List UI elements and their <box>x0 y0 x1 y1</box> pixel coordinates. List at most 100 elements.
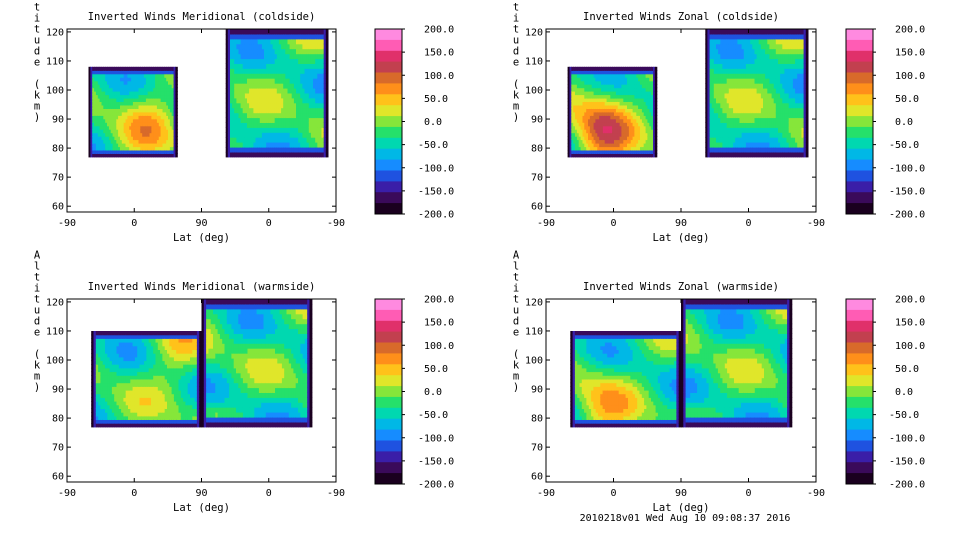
heatmap-cell <box>799 68 802 74</box>
heatmap-cell <box>599 87 602 92</box>
heatmap-cell <box>149 129 152 134</box>
heatmap-cell <box>741 43 745 50</box>
heatmap-cell <box>743 112 747 119</box>
heatmap-cell <box>313 127 316 133</box>
heatmap-cell <box>593 66 597 71</box>
heatmap-cell <box>604 118 608 123</box>
heatmap-cell <box>144 111 147 116</box>
heatmap-cell <box>95 125 99 130</box>
heatmap-cell <box>739 29 743 35</box>
heatmap-cell <box>591 132 595 137</box>
heatmap-cell <box>168 87 171 92</box>
heatmap-cell <box>641 129 645 134</box>
heatmap-cell <box>582 132 585 137</box>
heatmap-cell <box>116 108 119 113</box>
heatmap-cell <box>153 111 156 116</box>
heatmap-cell <box>614 101 617 106</box>
heatmap-cell <box>114 153 117 158</box>
heatmap-cell <box>171 70 175 75</box>
heatmap-cell <box>591 118 595 123</box>
heatmap-cell <box>621 73 624 78</box>
heatmap-cell <box>144 108 147 113</box>
heatmap-cell <box>760 73 764 79</box>
heatmap-cell <box>287 112 291 119</box>
heatmap-cell <box>173 125 176 130</box>
heatmap-cell <box>134 129 138 134</box>
heatmap-cell <box>711 102 715 109</box>
heatmap-cell <box>716 147 719 153</box>
heatmap-cell <box>315 147 318 153</box>
heatmap-cell <box>268 29 271 35</box>
heatmap-cell <box>144 115 147 120</box>
heatmap-cell <box>610 73 613 78</box>
heatmap-cell <box>168 153 171 158</box>
heatmap-cell <box>315 142 318 148</box>
heatmap-cell <box>171 84 175 89</box>
heatmap-cell <box>321 63 325 69</box>
heatmap-cell <box>726 97 730 104</box>
heatmap-cell <box>253 63 257 69</box>
heatmap-cell <box>788 68 792 74</box>
heatmap-cell <box>750 73 753 79</box>
heatmap-cell <box>145 143 149 148</box>
heatmap-cell <box>264 147 267 153</box>
heatmap-cell <box>645 146 649 151</box>
heatmap-cell <box>240 63 244 69</box>
heatmap-cell <box>578 115 582 120</box>
heatmap-cell <box>638 87 641 92</box>
heatmap-cell <box>640 101 643 106</box>
heatmap-cell <box>795 132 798 138</box>
heatmap-cell <box>610 97 613 102</box>
heatmap-cell <box>614 153 617 158</box>
heatmap-cell <box>786 43 790 50</box>
heatmap-cell <box>244 63 248 69</box>
heatmap-cell <box>291 142 295 148</box>
heatmap-cell <box>310 63 314 69</box>
heatmap-cell <box>780 137 783 143</box>
heatmap-cell <box>234 151 237 158</box>
heatmap-cell <box>107 70 110 75</box>
heatmap-cell <box>604 143 608 148</box>
heatmap-cell <box>705 137 708 143</box>
heatmap-cell <box>649 70 652 75</box>
heatmap-cell <box>131 84 134 89</box>
heatmap-cell <box>763 63 766 69</box>
heatmap-cell <box>118 80 121 85</box>
heatmap-cell <box>720 132 723 138</box>
heatmap-cell <box>285 137 288 143</box>
heatmap-cell <box>255 58 259 64</box>
heatmap-cell <box>788 78 792 84</box>
heatmap-cell <box>733 132 736 138</box>
heatmap-cell <box>308 122 312 128</box>
heatmap-cell <box>786 33 790 40</box>
heatmap-cell <box>302 73 306 79</box>
heatmap-cell <box>114 125 117 130</box>
heatmap-cell <box>121 149 125 154</box>
heatmap-cell <box>287 48 291 55</box>
heatmap-cell <box>131 87 134 92</box>
heatmap-cell <box>88 108 91 113</box>
heatmap-cell <box>107 80 110 85</box>
heatmap-cell <box>127 73 130 78</box>
heatmap-cell <box>578 77 582 82</box>
heatmap-cell <box>134 94 138 99</box>
heatmap-cell <box>101 80 104 85</box>
heatmap-cell <box>268 38 271 45</box>
heatmap-cell <box>259 83 263 89</box>
heatmap-cell <box>132 77 136 82</box>
y-tick-label: 90 <box>52 115 64 126</box>
heatmap-cell <box>232 68 235 74</box>
heatmap-cell <box>149 87 152 92</box>
heatmap-cell <box>627 122 630 127</box>
heatmap-cell <box>298 107 301 114</box>
heatmap-cell <box>790 78 794 84</box>
heatmap-cell <box>743 142 747 148</box>
heatmap-cell <box>752 33 755 40</box>
heatmap-cell <box>134 122 138 127</box>
heatmap-cell <box>289 97 293 104</box>
heatmap-cell <box>257 117 261 123</box>
heatmap-cell <box>775 127 779 133</box>
heatmap-cell <box>580 149 584 154</box>
heatmap-cell <box>771 112 775 119</box>
heatmap-cell <box>733 97 736 104</box>
